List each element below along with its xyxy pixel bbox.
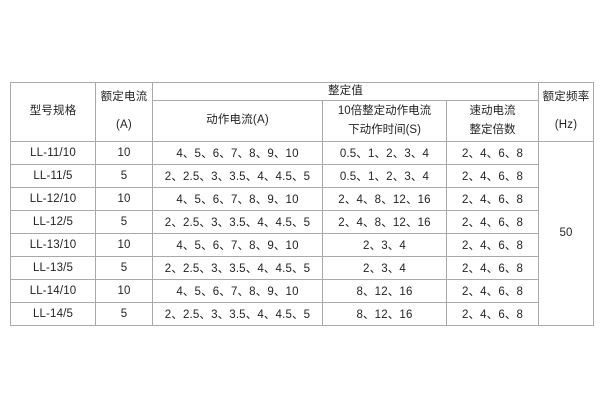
header-model: 型号规格 <box>10 82 96 142</box>
cell-action-current: 2、2.5、3、3.5、4、4.5、5 <box>152 255 323 280</box>
cell-rated-current: 10 <box>95 232 153 257</box>
cell-model: LL-13/5 <box>10 255 96 280</box>
cell-fast-current: 2、4、6、8 <box>445 163 540 188</box>
cell-fast-current: 2、4、6、8 <box>445 255 540 280</box>
header-fast-current-line1: 速动电流 <box>469 104 516 117</box>
cell-model: LL-11/5 <box>10 163 96 188</box>
header-rated-frequency-unit: (Hz) <box>554 119 578 132</box>
table-row: LL-14/5 5 2、2.5、3、3.5、4、4.5、5 8、12、16 2、4、6、… <box>10 301 594 326</box>
header-rated-current: 额定电流 (A) <box>95 82 153 142</box>
cell-rated-current: 10 <box>95 278 153 303</box>
table-row: LL-11/5 5 2、2.5、3、3.5、4、4.5、5 0.5、1、2、3、4 2、… <box>10 163 594 188</box>
cell-rated-current: 10 <box>95 140 153 165</box>
cell-fast-current: 2、4、6、8 <box>445 301 540 326</box>
cell-rated-frequency: 50 <box>538 140 595 326</box>
header-action-current: 动作电流(A) <box>152 99 323 142</box>
header-fast-current: 速动电流 整定倍数 <box>445 99 540 142</box>
table-body: LL-11/10 10 4、5、6、7、8、9、10 0.5、1、2、3、4 2、4、6… <box>10 140 595 326</box>
header-rated-frequency-label: 额定频率 <box>542 91 590 104</box>
cell-fast-current: 2、4、6、8 <box>445 278 540 303</box>
cell-operating-time: 0.5、1、2、3、4 <box>322 140 447 165</box>
cell-action-current: 2、2.5、3、3.5、4、4.5、5 <box>152 301 323 326</box>
header-rated-current-label: 额定电流 <box>100 91 148 104</box>
cell-model: LL-12/5 <box>10 209 96 234</box>
table-row: LL-13/10 10 4、5、6、7、8、9、10 2、3、4 2、4、6、8 <box>10 232 594 257</box>
header-rated-current-unit: (A) <box>116 119 132 132</box>
table-row: LL-12/10 10 4、5、6、7、8、9、10 2、4、8、12、16 2、4、6… <box>10 186 594 211</box>
cell-action-current: 2、2.5、3、3.5、4、4.5、5 <box>152 209 323 234</box>
cell-model: LL-14/10 <box>10 278 96 303</box>
cell-operating-time: 2、3、4 <box>322 255 447 280</box>
header-row-sub: 动作电流(A) 10倍整定动作电流 下动作时间(S) 速动电流 整定倍数 <box>11 99 594 142</box>
cell-model: LL-12/10 <box>10 186 96 211</box>
table-row: LL-14/10 10 4、5、6、7、8、9、10 8、12、16 2、4、6、8 <box>10 278 594 303</box>
header-row-group: 型号规格 额定电流 (A) 整定值 额定频率 (Hz) <box>10 82 595 142</box>
table-header: 型号规格 额定电流 (A) 整定值 额定频率 (Hz) 动作电流( <box>10 82 595 142</box>
cell-operating-time: 2、4、8、12、16 <box>322 186 447 211</box>
cell-model: LL-13/10 <box>10 232 96 257</box>
cell-rated-current: 5 <box>95 255 153 280</box>
header-operating-time-line1: 10倍整定动作电流 <box>337 104 432 117</box>
cell-model: LL-14/5 <box>10 301 96 326</box>
header-fast-current-line2: 整定倍数 <box>469 123 516 136</box>
cell-rated-current: 5 <box>95 209 153 234</box>
cell-operating-time: 8、12、16 <box>322 278 447 303</box>
cell-action-current: 4、5、6、7、8、9、10 <box>152 140 323 165</box>
cell-rated-current: 5 <box>95 301 153 326</box>
table-row: LL-13/5 5 2、2.5、3、3.5、4、4.5、5 2、3、4 2、4、6、8 <box>10 255 594 280</box>
cell-action-current: 4、5、6、7、8、9、10 <box>152 232 323 257</box>
header-operating-time-line2: 下动作时间(S) <box>348 123 421 136</box>
cell-fast-current: 2、4、6、8 <box>445 186 540 211</box>
header-model-label: 型号规格 <box>29 105 77 118</box>
cell-model: LL-11/10 <box>10 140 96 165</box>
cell-fast-current: 2、4、6、8 <box>445 209 540 234</box>
cell-action-current: 2、2.5、3、3.5、4、4.5、5 <box>152 163 323 188</box>
table-row: LL-12/5 5 2、2.5、3、3.5、4、4.5、5 2、4、8、12、16 2、… <box>10 209 594 234</box>
cell-operating-time: 2、3、4 <box>322 232 447 257</box>
cell-fast-current: 2、4、6、8 <box>445 232 540 257</box>
relay-specification-table: 型号规格 额定电流 (A) 整定值 额定频率 (Hz) 动作电流( <box>10 82 595 326</box>
cell-operating-time: 8、12、16 <box>322 301 447 326</box>
cell-action-current: 4、5、6、7、8、9、10 <box>152 278 323 303</box>
header-operating-time: 10倍整定动作电流 下动作时间(S) <box>322 99 447 142</box>
cell-action-current: 4、5、6、7、8、9、10 <box>152 186 323 211</box>
table-row: LL-11/10 10 4、5、6、7、8、9、10 0.5、1、2、3、4 2、4、6… <box>10 140 595 326</box>
cell-operating-time: 0.5、1、2、3、4 <box>322 163 447 188</box>
cell-rated-current: 5 <box>95 163 153 188</box>
header-rated-frequency: 额定频率 (Hz) <box>538 82 595 142</box>
cell-rated-current: 10 <box>95 186 153 211</box>
cell-operating-time: 2、4、8、12、16 <box>322 209 447 234</box>
cell-fast-current: 2、4、6、8 <box>445 140 540 165</box>
header-setting-group: 整定值 <box>151 82 540 101</box>
